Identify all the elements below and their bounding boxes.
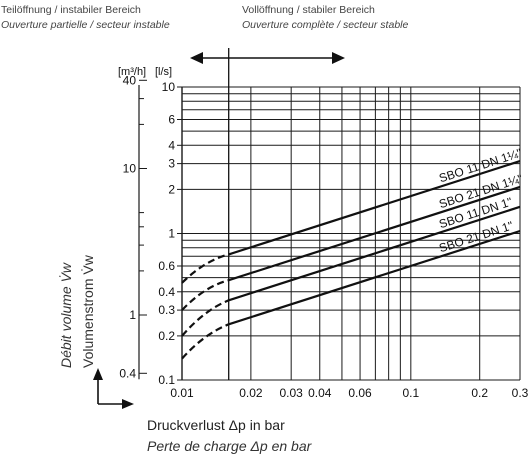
- y-tick-label-ls: 0.6: [158, 259, 175, 273]
- x-tick-label: 0.06: [348, 386, 372, 400]
- y-tick-label-m3h: 0.4: [119, 366, 136, 380]
- tick-labels: 0.1 0.2 0.3 0.4 0.6 1 2 3 4 6 10 0.4 1 10 40 0.01 0.02 0.…: [119, 73, 528, 400]
- y-tick-label-m3h: 40: [123, 73, 137, 87]
- x-tick-label: 0.02: [239, 386, 263, 400]
- unit-ls: [l/s]: [155, 66, 173, 78]
- regime-arrow-left-head: [190, 52, 203, 64]
- y-axis-label-de: Volumenstrom V̇w: [80, 255, 96, 368]
- series-dashed-line: [181, 323, 230, 360]
- series-dashed-line: [181, 253, 229, 284]
- y-axis-label-fr: Débit volume V̇w: [58, 262, 74, 368]
- y-tick-label-ls: 0.1: [158, 373, 175, 387]
- y-tick-label-m3h: 10: [123, 161, 137, 175]
- y-tick-label-ls: 10: [162, 80, 176, 94]
- y-tick-label-ls: 0.3: [158, 303, 175, 317]
- x-tick-label: 0.04: [308, 386, 332, 400]
- header-left-de: Teilöffnung / instabiler Bereich: [1, 4, 141, 16]
- series-solid-line: [228, 229, 521, 326]
- annotations: [93, 48, 345, 409]
- series-group: SBO 11 DN 1¼"SBO 21 DN 1¼"SBO 11 DN 1"SB…: [181, 146, 524, 360]
- x-tick-label: 0.01: [170, 386, 194, 400]
- unit-m3h: [m³/h]: [118, 66, 147, 78]
- y-tick-label-ls: 0.4: [158, 285, 175, 299]
- header-right-fr: Ouverture complète / secteur stable: [242, 19, 409, 31]
- x-tick-label: 0.1: [402, 386, 419, 400]
- x-tick-label: 0.2: [471, 386, 488, 400]
- series-solid-line: [228, 185, 521, 282]
- series-solid-line: [228, 160, 521, 256]
- y-tick-label-m3h: 1: [129, 308, 136, 322]
- series-solid-line: [228, 205, 521, 302]
- grid: [181, 86, 521, 381]
- y-tick-label-ls: 4: [168, 138, 175, 152]
- header-right-de: Vollöffnung / stabiler Bereich: [242, 4, 375, 16]
- y-tick-label-ls: 0.2: [158, 329, 175, 343]
- y-tick-label-ls: 2: [168, 182, 175, 196]
- series-dashed-line: [181, 279, 229, 311]
- y-tick-label-ls: 3: [168, 157, 175, 171]
- axes: [138, 79, 183, 381]
- regime-arrow-right-head: [332, 52, 345, 64]
- y-tick-label-ls: 1: [168, 227, 175, 241]
- y-tick-label-ls: 6: [168, 113, 175, 127]
- x-tick-label: 0.3: [512, 386, 529, 400]
- x-direction-arrow-head: [122, 399, 134, 409]
- y-direction-arrow-head: [93, 368, 103, 380]
- x-axis-label-fr: Perte de charge Δp en bar: [147, 438, 312, 454]
- header-left-fr: Ouverture partielle / secteur instable: [1, 19, 170, 31]
- x-axis-label-de: Druckverlust Δp in bar: [147, 417, 285, 433]
- x-tick-label: 0.03: [279, 386, 303, 400]
- series-dashed-line: [181, 299, 230, 337]
